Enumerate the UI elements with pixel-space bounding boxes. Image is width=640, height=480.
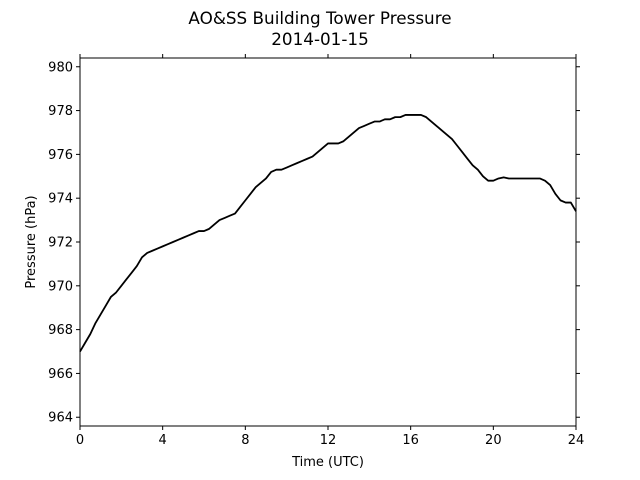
- y-tick-label: 980: [48, 60, 73, 75]
- y-tick-label: 974: [48, 192, 73, 207]
- plot-area: 0 4 8 12 16 20 24 964 966 968 970 972 974 976 978 980: [48, 54, 584, 448]
- y-tick-label: 972: [48, 236, 73, 251]
- y-tick-label: 966: [48, 367, 73, 382]
- x-tick-label: 12: [320, 433, 337, 448]
- chart-subtitle: 2014-01-15: [271, 29, 369, 49]
- x-tick-label: 4: [159, 433, 167, 448]
- y-tick-label: 978: [48, 104, 73, 119]
- y-tick-label: 964: [48, 411, 73, 426]
- chart-title: AO&SS Building Tower Pressure: [188, 8, 451, 28]
- x-tick-label: 0: [76, 433, 84, 448]
- y-axis-label: Pressure (hPa): [24, 195, 39, 288]
- x-tick-label: 24: [568, 433, 585, 448]
- x-axis-label: Time (UTC): [291, 455, 364, 470]
- y-tick-label: 976: [48, 148, 73, 163]
- y-tick-label: 970: [48, 279, 73, 294]
- x-tick-label: 16: [402, 433, 419, 448]
- x-tick-label: 20: [485, 433, 502, 448]
- y-tick-label: 968: [48, 323, 73, 338]
- series-line: [79, 114, 577, 352]
- x-tick-label: 8: [241, 433, 249, 448]
